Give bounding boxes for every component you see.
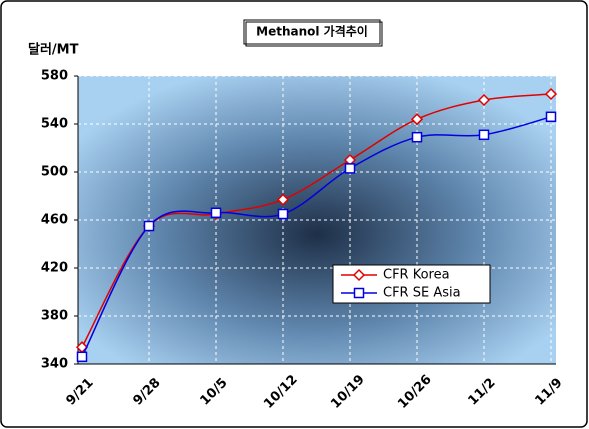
point-marker	[477, 93, 491, 107]
point-marker	[344, 163, 356, 174]
chart-title: Methanol 가격추이	[256, 24, 368, 39]
y-tick-label: 580	[41, 69, 68, 84]
y-tick-label: 340	[41, 357, 68, 372]
point-marker	[353, 287, 365, 299]
point-marker	[277, 208, 289, 220]
y-tick-label: 460	[41, 213, 68, 228]
y-axis-label: 달러/MT	[28, 42, 79, 58]
y-tick-label: 500	[41, 165, 68, 180]
point-marker	[544, 87, 558, 101]
legend-label: CFR Korea	[383, 268, 450, 283]
point-marker	[276, 193, 290, 206]
point-marker	[352, 268, 366, 282]
point-marker	[143, 220, 155, 232]
legend-label: CFR SE Asia	[383, 286, 461, 301]
point-marker	[545, 111, 557, 123]
point-marker	[410, 113, 424, 126]
y-tick-label: 540	[41, 117, 68, 132]
point-marker	[210, 207, 222, 219]
title-box	[243, 19, 381, 45]
point-marker	[411, 131, 423, 143]
y-tick-label: 420	[41, 261, 68, 276]
y-tick-label: 380	[41, 309, 68, 324]
point-marker	[76, 351, 88, 363]
point-marker	[478, 129, 490, 141]
title-shadow	[245, 21, 383, 47]
